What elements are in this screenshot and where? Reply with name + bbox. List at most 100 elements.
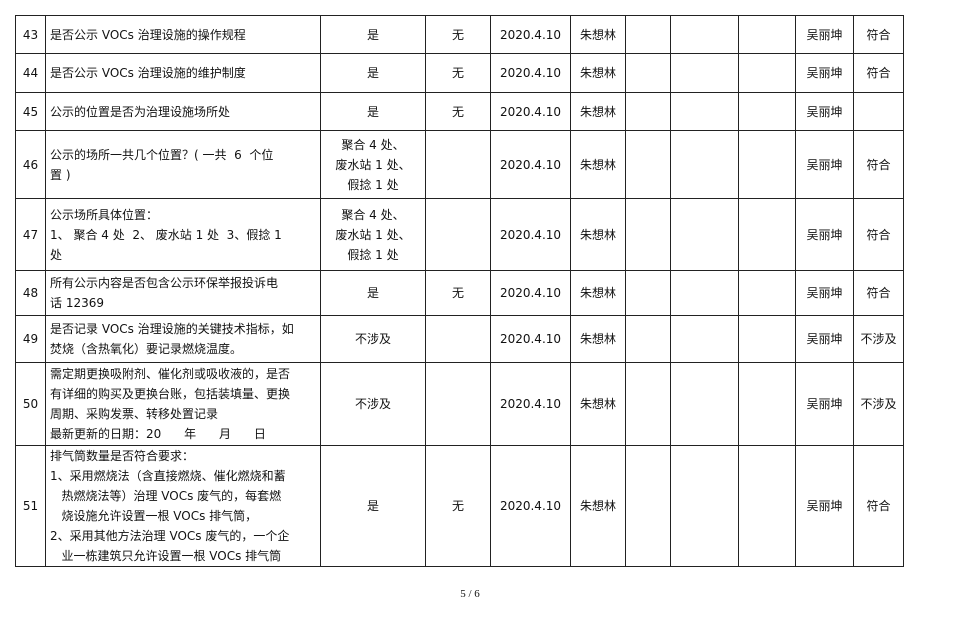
date: 2020.4.10	[490, 130, 571, 199]
blank	[670, 445, 739, 567]
date: 2020.4.10	[490, 445, 571, 567]
blank	[670, 130, 739, 199]
answer-line: 不涉及	[354, 397, 391, 411]
question-line: 2、采用其他方法治理 VOCs 废气的，一个企	[50, 529, 290, 543]
table-row: 45 公示的位置是否为治理设施场所处 是 无 2020.4.10 朱想林 吴丽坤	[15, 92, 904, 131]
blank	[625, 315, 671, 363]
answer-line: 是	[366, 499, 379, 513]
inspector: 朱想林	[570, 198, 626, 271]
question-line: 是否公示 VOCs 治理设施的操作规程	[50, 27, 246, 42]
blank	[625, 53, 671, 93]
inspection-table: 43 是否公示 VOCs 治理设施的操作规程是无 2020.4.10 朱想林 吴丽坤 符合…	[15, 15, 904, 567]
blank	[670, 362, 739, 446]
row-number: 46	[15, 130, 46, 199]
answer-line: 假捻 1 处	[347, 247, 399, 262]
table-row: 46 公示的场所一共几个位置？( 一共 6 个位置 ) 聚合 4 处、 废水站 1 处…	[15, 130, 904, 199]
table-row: 49 是否记录 VOCs 治理设施的关键技术指标，如 焚烧（含热氧化）要记录燃烧温度…	[15, 315, 904, 363]
date: 2020.4.10	[490, 270, 571, 316]
result: 不涉及	[853, 315, 904, 363]
question-line: 所有公示内容是否包含公示环保举报投诉电	[50, 276, 279, 290]
blank	[670, 315, 739, 363]
reviewer: 吴丽坤	[795, 198, 854, 271]
blank	[738, 362, 796, 446]
result	[853, 92, 904, 131]
answer: 不涉及	[320, 315, 426, 363]
note	[425, 198, 491, 271]
date: 2020.4.10	[490, 15, 571, 54]
blank	[670, 198, 739, 271]
row-number: 49	[15, 315, 46, 363]
question-line: 1、 聚合 4 处 2、 废水站 1 处 3、假捻 1	[50, 227, 282, 242]
row-number: 44	[15, 53, 46, 93]
answer: 是	[320, 445, 426, 567]
blank	[670, 53, 739, 93]
question-line: 1、采用燃烧法（含直接燃烧、催化燃烧和蓄	[50, 469, 286, 483]
inspector: 朱想林	[570, 15, 626, 54]
blank	[625, 445, 671, 567]
note	[425, 362, 491, 446]
question-line: 公示场所具体位置：	[50, 207, 159, 222]
note: 无	[425, 53, 491, 93]
reviewer: 吴丽坤	[795, 270, 854, 316]
question-line: 排气筒数量是否符合要求：	[50, 449, 195, 463]
blank	[738, 130, 796, 199]
row-number: 51	[15, 445, 46, 567]
row-number: 50	[15, 362, 46, 446]
date: 2020.4.10	[490, 198, 571, 271]
question: 排气筒数量是否符合要求： 1、采用燃烧法（含直接燃烧、催化燃烧和蓄 热燃烧法等）治…	[45, 445, 321, 567]
blank	[670, 270, 739, 316]
inspector: 朱想林	[570, 362, 626, 446]
table-row: 44 是否公示 VOCs 治理设施的维护制度 是 无 2020.4.10 朱想林 吴丽坤 符合	[15, 53, 904, 93]
note	[425, 315, 491, 363]
question-line: 热燃烧法等）治理 VOCs 废气的，每套燃	[50, 489, 282, 503]
answer-line: 废水站 1 处、	[335, 227, 411, 242]
table-row: 51 排气筒数量是否符合要求： 1、采用燃烧法（含直接燃烧、催化燃烧和蓄 热燃烧法等…	[15, 445, 904, 567]
question: 公示场所具体位置： 1、 聚合 4 处 2、 废水站 1 处 3、假捻 1 处	[45, 198, 321, 271]
answer-line: 是	[366, 27, 379, 42]
date: 2020.4.10	[490, 53, 571, 93]
row-number: 45	[15, 92, 46, 131]
question: 公示的场所一共几个位置？( 一共 6 个位置 )	[45, 130, 321, 199]
date: 2020.4.10	[490, 92, 571, 131]
inspector: 朱想林	[570, 130, 626, 199]
question: 是否记录 VOCs 治理设施的关键技术指标，如 焚烧（含热氧化）要记录燃烧温度。	[45, 315, 321, 363]
question-line: 需定期更换吸附剂、催化剂或吸收液的，是否	[50, 367, 291, 381]
reviewer: 吴丽坤	[795, 315, 854, 363]
answer-line: 是	[366, 104, 379, 119]
answer-line: 不涉及	[354, 332, 391, 346]
question-line: 最新更新的日期：20 年 月 日	[50, 427, 266, 441]
question-line: 有详细的购买及更换台账，包括装填量、更换	[50, 387, 291, 401]
answer-line: 废水站 1 处、	[335, 157, 411, 172]
answer: 聚合 4 处、 废水站 1 处、 假捻 1 处	[320, 198, 426, 271]
row-number: 48	[15, 270, 46, 316]
answer-line: 聚合 4 处、	[341, 137, 405, 152]
table-row: 48 所有公示内容是否包含公示环保举报投诉电话 12369 是无 2020.4.10 朱…	[15, 270, 904, 316]
question: 所有公示内容是否包含公示环保举报投诉电话 12369	[45, 270, 321, 316]
question: 是否公示 VOCs 治理设施的维护制度	[45, 53, 321, 93]
note: 无	[425, 445, 491, 567]
inspector: 朱想林	[570, 92, 626, 131]
date: 2020.4.10	[490, 315, 571, 363]
answer-line: 是	[366, 66, 379, 80]
blank	[738, 315, 796, 363]
question-line: 周期、采购发票、转移处置记录	[50, 407, 219, 421]
question-line: 焚烧（含热氧化）要记录燃烧温度。	[50, 342, 243, 356]
answer: 是	[320, 53, 426, 93]
table-row: 43 是否公示 VOCs 治理设施的操作规程 是 无 2020.4.10 朱想林 吴丽坤 符合	[15, 15, 904, 54]
blank	[625, 198, 671, 271]
blank	[625, 130, 671, 199]
result: 符合	[853, 445, 904, 567]
answer-line: 是	[366, 286, 379, 300]
note: 无	[425, 15, 491, 54]
question-line: 置 )	[50, 167, 71, 182]
result: 符合	[853, 53, 904, 93]
reviewer: 吴丽坤	[795, 15, 854, 54]
result: 不涉及	[853, 362, 904, 446]
blank	[670, 15, 739, 54]
answer: 聚合 4 处、 废水站 1 处、 假捻 1 处	[320, 130, 426, 199]
question-line: 话 12369	[50, 296, 104, 310]
question: 需定期更换吸附剂、催化剂或吸收液的，是否 有详细的购买及更换台账，包括装填量、更换…	[45, 362, 321, 446]
blank	[738, 270, 796, 316]
note	[425, 130, 491, 199]
